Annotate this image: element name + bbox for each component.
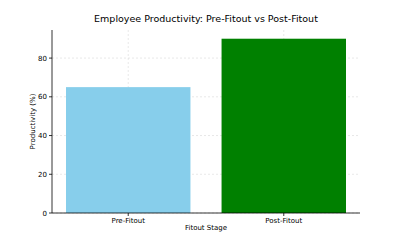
y-axis-line <box>52 30 53 213</box>
y-tick <box>49 58 52 59</box>
chart-title: Employee Productivity: Pre-Fitout vs Pos… <box>94 13 318 24</box>
y-tick <box>49 174 52 175</box>
y-tick-label: 20 <box>38 171 47 179</box>
y-grid-line <box>52 213 360 214</box>
axes: 0 20 40 60 80 Pre-Fitout Post-Fitout <box>38 30 360 225</box>
y-tick <box>49 135 52 136</box>
bar <box>222 39 346 213</box>
bars <box>66 39 346 213</box>
x-tick <box>128 213 129 216</box>
y-tick <box>49 96 52 97</box>
chart-container: 0 20 40 60 80 Pre-Fitout Post-Fitout Employee P… <box>0 0 400 240</box>
y-tick-label: 60 <box>38 93 47 101</box>
y-axis-label: Productivity (%) <box>29 93 37 149</box>
y-tick-label: 0 <box>43 210 47 218</box>
x-axis-line <box>52 213 360 214</box>
y-tick-label: 40 <box>38 132 47 140</box>
y-tick <box>49 213 52 214</box>
y-tick-label: 80 <box>38 55 47 63</box>
x-axis-label: Fitout Stage <box>185 224 227 232</box>
x-tick <box>283 213 284 216</box>
x-tick-label: Post-Fitout <box>265 217 302 225</box>
x-tick-label: Pre-Fitout <box>112 217 146 225</box>
grid <box>52 30 360 213</box>
bar <box>66 87 190 213</box>
chart-svg: 0 20 40 60 80 Pre-Fitout Post-Fitout Employee P… <box>0 0 400 240</box>
